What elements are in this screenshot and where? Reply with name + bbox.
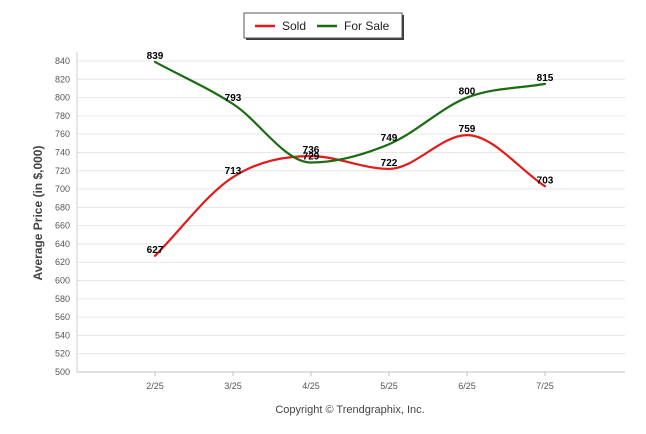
y-axis: 500 520 540 560 580 600 620 640 660 680 700 720 740 7… [55, 52, 78, 377]
series-line-sold [153, 133, 547, 257]
series-line-for-sale [153, 60, 547, 164]
y-tick-label: 640 [55, 239, 70, 249]
y-tick-label: 520 [55, 349, 70, 359]
y-tick-label: 500 [55, 367, 70, 377]
data-label: 749 [381, 133, 398, 144]
x-axis: 2/25 3/25 4/25 5/25 6/25 7/25 [146, 372, 554, 391]
data-label: 722 [381, 158, 398, 169]
x-tick-label: 2/25 [146, 381, 164, 391]
data-label: 815 [537, 73, 554, 84]
x-tick-label: 5/25 [380, 381, 398, 391]
legend[interactable]: Sold For Sale [243, 12, 404, 40]
data-label: 839 [147, 51, 164, 62]
y-tick-label: 580 [55, 294, 70, 304]
y-tick-label: 600 [55, 276, 70, 286]
y-axis-title: Average Price (in $,000) [31, 146, 45, 281]
y-tick-label: 780 [55, 111, 70, 121]
legend-item-sold[interactable]: Sold [282, 19, 306, 33]
data-labels: 627 713 736 722 759 703 839 793 729 749 800 815 [147, 51, 554, 256]
series-lines [153, 60, 547, 257]
plot-area [77, 52, 625, 382]
x-tick-label: 3/25 [224, 381, 242, 391]
y-tick-label: 700 [55, 184, 70, 194]
data-label: 713 [225, 166, 242, 177]
data-label: 800 [459, 87, 476, 98]
y-tick-label: 560 [55, 312, 70, 322]
y-tick-label: 740 [55, 147, 70, 157]
y-tick-label: 720 [55, 166, 70, 176]
data-label: 793 [225, 93, 242, 104]
legend-item-for-sale[interactable]: For Sale [344, 19, 390, 33]
y-tick-label: 680 [55, 202, 70, 212]
data-label: 627 [147, 245, 164, 256]
y-tick-label: 820 [55, 74, 70, 84]
y-tick-label: 660 [55, 221, 70, 231]
y-tick-label: 800 [55, 93, 70, 103]
copyright-credit: Copyright © Trendgraphix, Inc. [275, 404, 424, 416]
y-tick-label: 540 [55, 330, 70, 340]
grid-lines [77, 60, 625, 373]
x-tick-label: 6/25 [458, 381, 476, 391]
y-tick-label: 840 [55, 56, 70, 66]
y-tick-label: 620 [55, 257, 70, 267]
x-tick-label: 4/25 [302, 381, 320, 391]
x-tick-label: 7/25 [536, 381, 554, 391]
data-label: 729 [303, 152, 320, 163]
data-label: 703 [537, 175, 554, 186]
data-label: 736 [303, 145, 320, 156]
data-label: 759 [459, 124, 476, 135]
y-tick-label: 760 [55, 129, 70, 139]
